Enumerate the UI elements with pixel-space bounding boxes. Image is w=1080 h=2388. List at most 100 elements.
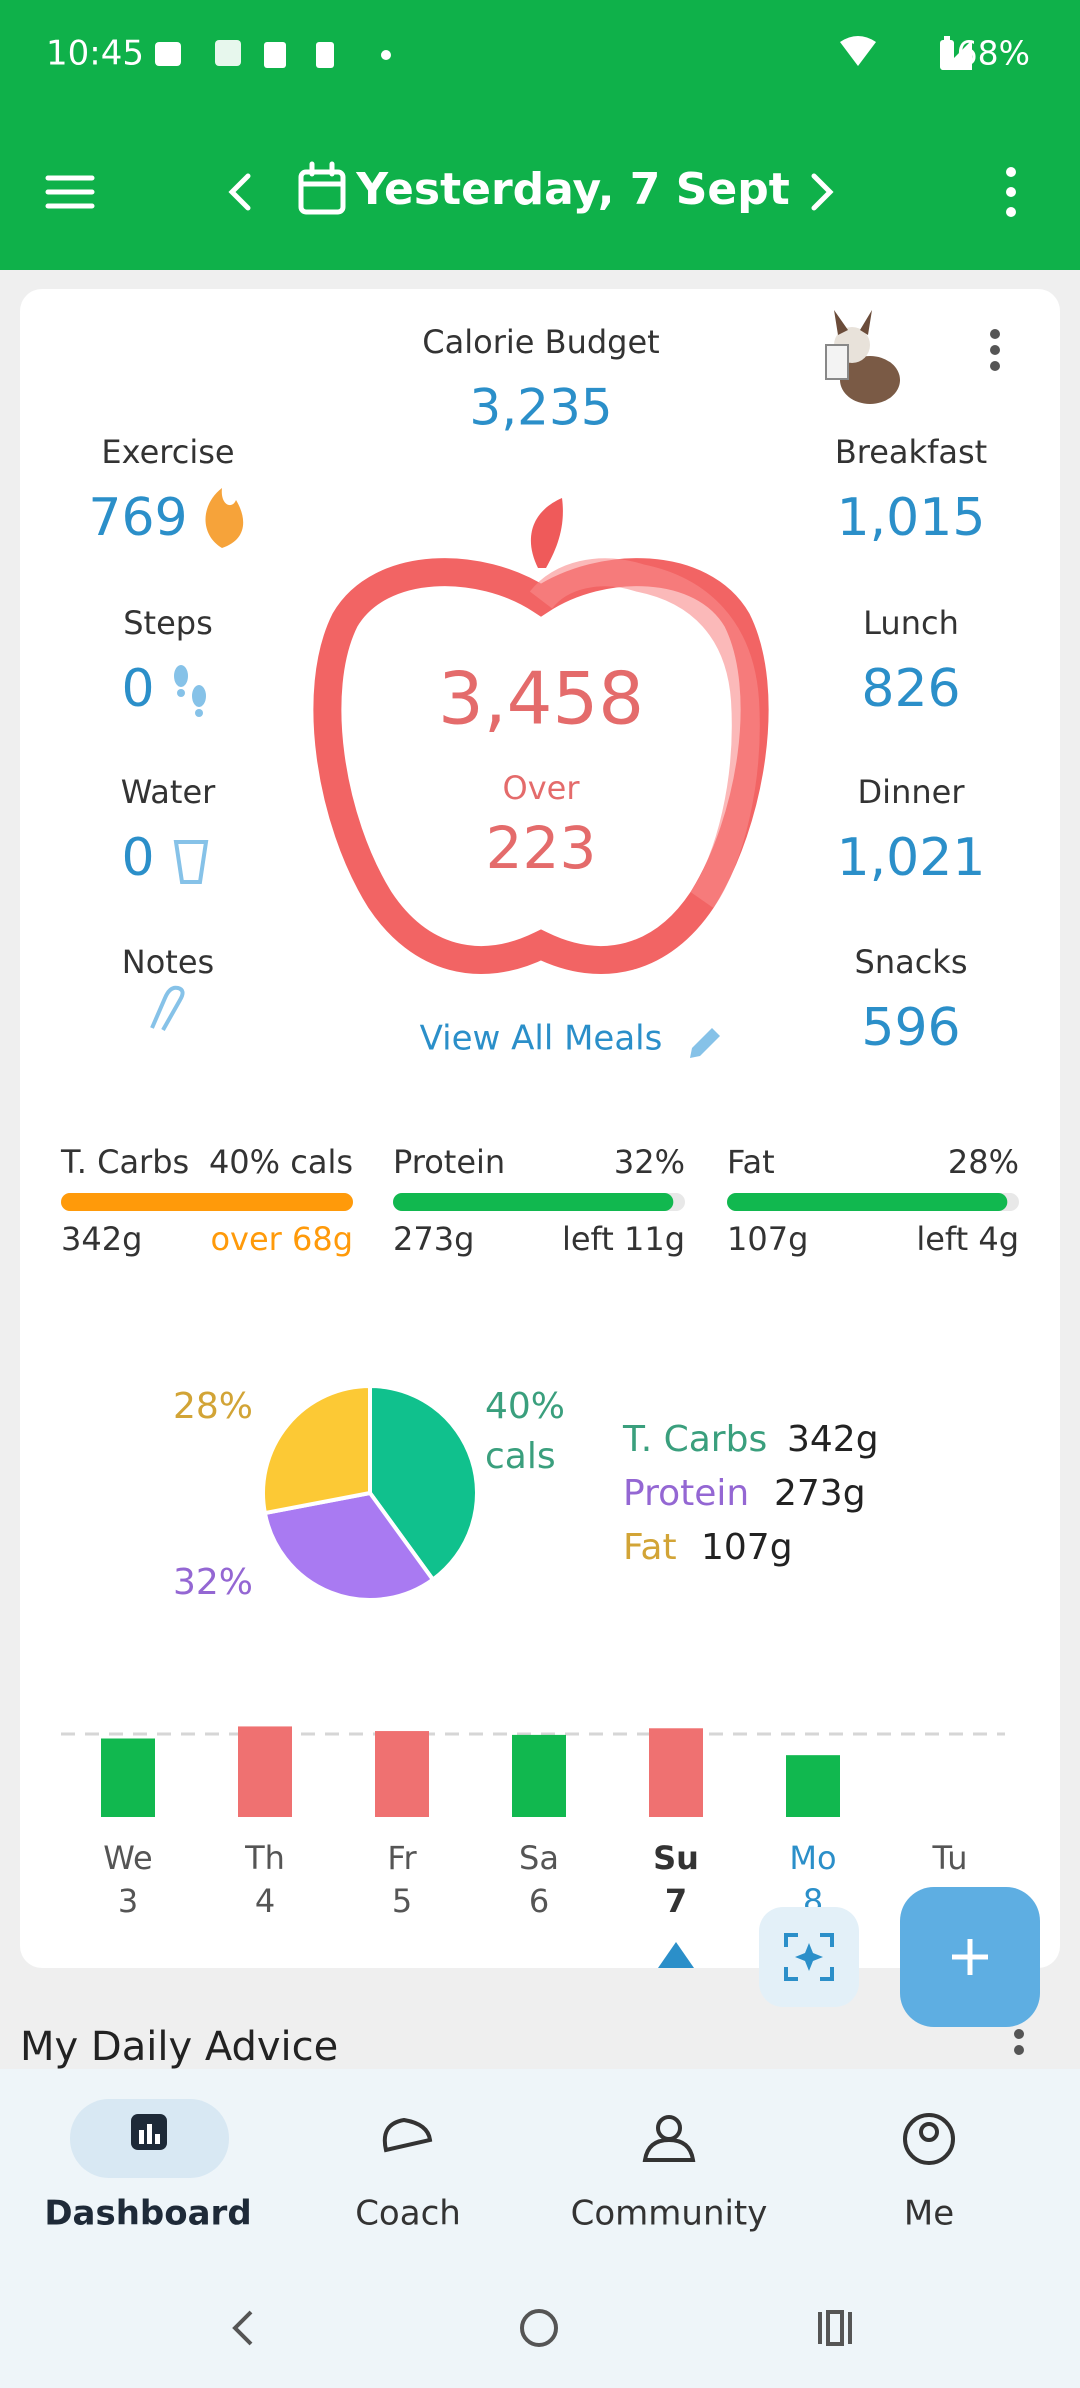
day-bar <box>649 1728 703 1817</box>
home-button[interactable] <box>520 2309 558 2347</box>
pie-label: 28% <box>173 1386 253 1427</box>
day-bar <box>375 1731 429 1817</box>
app-bar <box>0 0 1080 270</box>
day-label[interactable]: We <box>103 1839 152 1877</box>
pie-label: 32% <box>173 1562 253 1603</box>
macro-remaining: over 68g <box>210 1220 353 1258</box>
steps-icon <box>174 665 206 717</box>
stat-label: Notes <box>122 943 214 981</box>
macro-name: T. Carbs <box>60 1143 189 1181</box>
budget-label: Calorie Budget <box>422 323 659 361</box>
progress-fill <box>393 1193 674 1211</box>
scan-icon <box>784 1933 834 1981</box>
macro-amount: 273g <box>393 1220 474 1258</box>
apple-ring <box>313 558 769 974</box>
nav-icons <box>131 2113 955 2165</box>
meal-label: Snacks <box>855 943 968 981</box>
flame-icon <box>205 488 244 548</box>
macro-percent: 32% <box>614 1143 685 1181</box>
legend-name: Protein <box>623 1473 749 1514</box>
day-date: 3 <box>118 1882 138 1920</box>
day-bar <box>238 1726 292 1817</box>
macro-amount: 342g <box>61 1220 142 1258</box>
stat-label: Water <box>121 773 216 811</box>
battery-level: 68% <box>957 34 1030 73</box>
view-meals-link[interactable]: View All Meals <box>420 1019 663 1059</box>
recents-button[interactable] <box>818 2310 852 2346</box>
day-date: 5 <box>392 1882 412 1920</box>
legend-amount: 273g <box>774 1473 866 1514</box>
add-icon <box>952 1939 988 1975</box>
header-icons <box>45 161 834 215</box>
nav-label[interactable]: Dashboard <box>44 2194 251 2234</box>
legend-name: Fat <box>623 1527 677 1568</box>
nav-label[interactable]: Me <box>904 2194 954 2234</box>
budget-value: 3,235 <box>469 379 612 437</box>
selected-day-indicator <box>658 1942 694 1968</box>
progress-fill <box>727 1193 1008 1211</box>
day-bar <box>101 1738 155 1817</box>
system-nav <box>232 2309 852 2347</box>
day-label[interactable]: Tu <box>932 1839 968 1877</box>
macro-percent: 40% cals <box>209 1143 353 1181</box>
day-label[interactable]: Mo <box>789 1839 836 1877</box>
stat-value: 0 <box>121 659 154 719</box>
apple-highlight <box>529 558 760 909</box>
pie-slice <box>261 1383 372 1516</box>
legend-amount: 107g <box>701 1527 793 1568</box>
prev-day[interactable] <box>228 173 251 211</box>
day-label[interactable]: Fr <box>387 1839 417 1877</box>
meal-value: 1,021 <box>837 828 986 888</box>
notes-icon[interactable] <box>150 985 185 1031</box>
macro-amount: 107g <box>727 1220 808 1258</box>
stat-label: Steps <box>123 604 213 642</box>
water-icon <box>173 840 209 884</box>
pie-slice <box>262 1490 436 1602</box>
macro-name: Protein <box>393 1143 505 1181</box>
progress-fill <box>61 1193 353 1211</box>
calorie-status: Over <box>503 769 581 807</box>
calories-eaten: 3,458 <box>438 657 644 741</box>
pie-label-suffix: cals <box>485 1436 556 1477</box>
stat-label: Exercise <box>101 433 234 471</box>
meal-label: Breakfast <box>835 433 987 471</box>
pie-slice <box>368 1383 479 1583</box>
legend-name: T. Carbs <box>622 1419 767 1460</box>
nav-label[interactable]: Community <box>571 2194 768 2234</box>
day-label[interactable]: Th <box>244 1839 285 1877</box>
meal-value: 1,015 <box>837 488 986 548</box>
macro-remaining: left 11g <box>562 1220 685 1258</box>
next-day[interactable] <box>811 173 834 211</box>
macro-percent: 28% <box>948 1143 1019 1181</box>
legend-amount: 342g <box>787 1419 879 1460</box>
date-title: Yesterday, 7 Sept <box>355 164 790 215</box>
back-button[interactable] <box>232 2310 253 2346</box>
overflow-menu[interactable] <box>1006 167 1016 217</box>
meal-label: Dinner <box>858 773 966 811</box>
meal-value: 826 <box>861 659 960 719</box>
meal-value: 596 <box>861 998 960 1058</box>
day-label[interactable]: Sa <box>519 1839 559 1877</box>
advice-menu[interactable] <box>1014 2029 1024 2055</box>
day-date: 4 <box>255 1882 275 1920</box>
day-date: 6 <box>529 1882 549 1920</box>
day-label[interactable]: Su <box>653 1839 699 1877</box>
pie-label: 40% <box>485 1386 565 1427</box>
macro-remaining: left 4g <box>916 1220 1019 1258</box>
meal-label: Lunch <box>863 604 959 642</box>
edit-icon[interactable] <box>690 1028 720 1058</box>
day-bar <box>786 1755 840 1817</box>
dog-icon <box>825 310 900 404</box>
card-menu[interactable] <box>990 329 1000 371</box>
macro-name: Fat <box>727 1143 775 1181</box>
day-bar <box>512 1734 566 1817</box>
apple-stem <box>530 498 563 568</box>
day-date: 7 <box>665 1882 687 1920</box>
status-icons <box>155 36 972 70</box>
nav-label[interactable]: Coach <box>355 2194 461 2234</box>
status-time: 10:45 <box>46 34 144 74</box>
stat-value: 769 <box>88 488 187 548</box>
calorie-difference: 223 <box>486 814 597 882</box>
